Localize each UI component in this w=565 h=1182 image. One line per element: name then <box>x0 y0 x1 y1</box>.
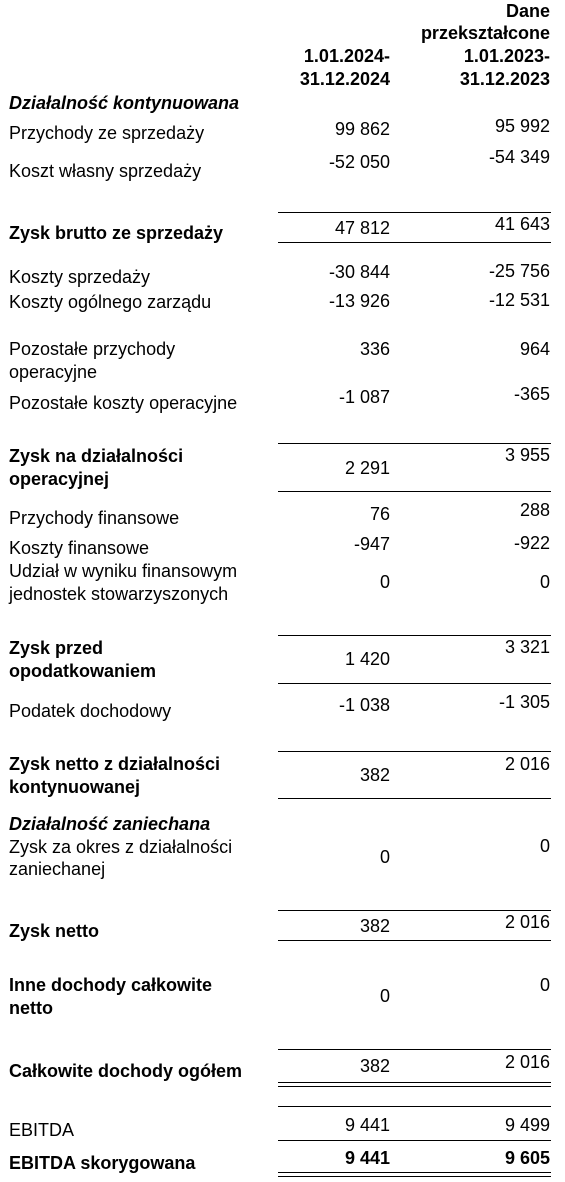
row-oci-label-1: Inne dochody całkowite <box>9 975 213 995</box>
header-col1-line2: 31.12.2024 <box>299 69 390 89</box>
divider <box>278 751 551 752</box>
row-discontinued-label-2: zaniechanej <box>9 859 106 879</box>
row-net-profit-label: Zysk netto <box>9 921 100 941</box>
header-col2-line2: przekształcone <box>420 23 550 43</box>
row-other-expenses-2024: -1 087 <box>338 387 390 407</box>
row-discontinued-2024: 0 <box>379 847 390 867</box>
row-cogs-label: Koszt własny sprzedaży <box>9 161 202 181</box>
header-col1-line1: 1.01.2024- <box>303 46 390 66</box>
row-discontinued-label-1: Zysk za okres z działalności <box>9 837 233 857</box>
row-other-expenses-label: Pozostałe koszty operacyjne <box>9 393 238 413</box>
row-cogs-2024: -52 050 <box>328 152 390 172</box>
row-revenue-2023: 95 992 <box>494 116 550 136</box>
row-income-tax-label: Podatek dochodowy <box>9 701 172 721</box>
row-admin-costs-2023: -12 531 <box>488 290 550 310</box>
row-net-profit-2024: 382 <box>359 916 390 936</box>
row-pretax-profit-label-2: opodatkowaniem <box>9 661 157 681</box>
section-continuing-operations: Działalność kontynuowana <box>9 93 240 113</box>
divider <box>278 443 551 444</box>
divider <box>278 940 551 941</box>
divider <box>278 1140 551 1141</box>
row-total-ci-2023: 2 016 <box>504 1052 550 1072</box>
section-discontinued-operations: Działalność zaniechana <box>9 814 211 834</box>
double-divider-bottom <box>278 1176 551 1177</box>
divider <box>278 798 551 799</box>
row-operating-profit-label-2: operacyjnej <box>9 469 110 489</box>
row-operating-profit-2024: 2 291 <box>344 458 390 478</box>
row-ebitda-adjusted-2024: 9 441 <box>344 1148 390 1168</box>
row-operating-profit-label-1: Zysk na działalności <box>9 446 184 466</box>
header-col2-line3: 1.01.2023- <box>463 46 550 66</box>
row-associates-label-1: Udział w wyniku finansowym <box>9 561 238 581</box>
row-net-continuing-2023: 2 016 <box>504 754 550 774</box>
row-other-income-2023: 964 <box>519 339 550 359</box>
row-oci-2023: 0 <box>539 975 550 995</box>
row-financial-income-2023: 288 <box>519 500 550 520</box>
double-divider-top <box>278 1172 551 1173</box>
row-ebitda-adjusted-2023: 9 605 <box>504 1148 550 1168</box>
row-revenue-2024: 99 862 <box>334 119 390 139</box>
row-admin-costs-2024: -13 926 <box>328 291 390 311</box>
row-other-income-2024: 336 <box>359 339 390 359</box>
row-gross-profit-2024: 47 812 <box>334 218 390 238</box>
header-col2-line4: 31.12.2023 <box>459 69 550 89</box>
row-net-continuing-label-1: Zysk netto z działalności <box>9 754 221 774</box>
row-gross-profit-label: Zysk brutto ze sprzedaży <box>9 223 224 243</box>
double-divider-bottom <box>278 1086 551 1087</box>
divider <box>278 1049 551 1050</box>
row-selling-costs-2024: -30 844 <box>328 262 390 282</box>
divider <box>278 1106 551 1107</box>
header-col2-line1: Dane <box>505 1 550 21</box>
divider <box>278 242 551 243</box>
divider <box>278 212 551 213</box>
row-revenue-label: Przychody ze sprzedaży <box>9 123 205 143</box>
row-gross-profit-2023: 41 643 <box>494 214 550 234</box>
row-pretax-profit-2023: 3 321 <box>504 637 550 657</box>
row-net-continuing-label-2: kontynuowanej <box>9 777 141 797</box>
row-associates-2024: 0 <box>379 572 390 592</box>
row-financial-income-2024: 76 <box>369 504 390 524</box>
row-net-profit-2023: 2 016 <box>504 912 550 932</box>
row-discontinued-2023: 0 <box>539 836 550 856</box>
row-other-income-label-2: operacyjne <box>9 362 98 382</box>
row-other-expenses-2023: -365 <box>513 384 550 404</box>
row-admin-costs-label: Koszty ogólnego zarządu <box>9 292 212 312</box>
row-ebitda-label: EBITDA <box>9 1120 75 1140</box>
double-divider-top <box>278 1082 551 1083</box>
row-oci-label-2: netto <box>9 998 53 1018</box>
row-other-income-label-1: Pozostałe przychody <box>9 339 176 359</box>
row-financial-costs-2024: -947 <box>353 534 390 554</box>
row-operating-profit-2023: 3 955 <box>504 445 550 465</box>
row-associates-label-2: jednostek stowarzyszonych <box>9 584 229 604</box>
row-total-ci-label: Całkowite dochody ogółem <box>9 1061 243 1081</box>
row-associates-2023: 0 <box>539 572 550 592</box>
divider <box>278 635 551 636</box>
row-ebitda-2024: 9 441 <box>344 1115 390 1135</box>
row-ebitda-2023: 9 499 <box>504 1115 550 1135</box>
row-net-continuing-2024: 382 <box>359 765 390 785</box>
row-cogs-2023: -54 349 <box>488 147 550 167</box>
row-total-ci-2024: 382 <box>359 1056 390 1076</box>
row-pretax-profit-2024: 1 420 <box>344 649 390 669</box>
row-pretax-profit-label-1: Zysk przed <box>9 638 104 658</box>
row-financial-costs-2023: -922 <box>513 533 550 553</box>
row-income-tax-2023: -1 305 <box>498 692 550 712</box>
row-ebitda-adjusted-label: EBITDA skorygowana <box>9 1153 196 1173</box>
row-oci-2024: 0 <box>379 986 390 1006</box>
row-financial-income-label: Przychody finansowe <box>9 508 180 528</box>
divider <box>278 491 551 492</box>
row-financial-costs-label: Koszty finansowe <box>9 538 150 558</box>
divider <box>278 683 551 684</box>
divider <box>278 910 551 911</box>
row-income-tax-2024: -1 038 <box>338 695 390 715</box>
row-selling-costs-label: Koszty sprzedaży <box>9 267 151 287</box>
row-selling-costs-2023: -25 756 <box>488 261 550 281</box>
